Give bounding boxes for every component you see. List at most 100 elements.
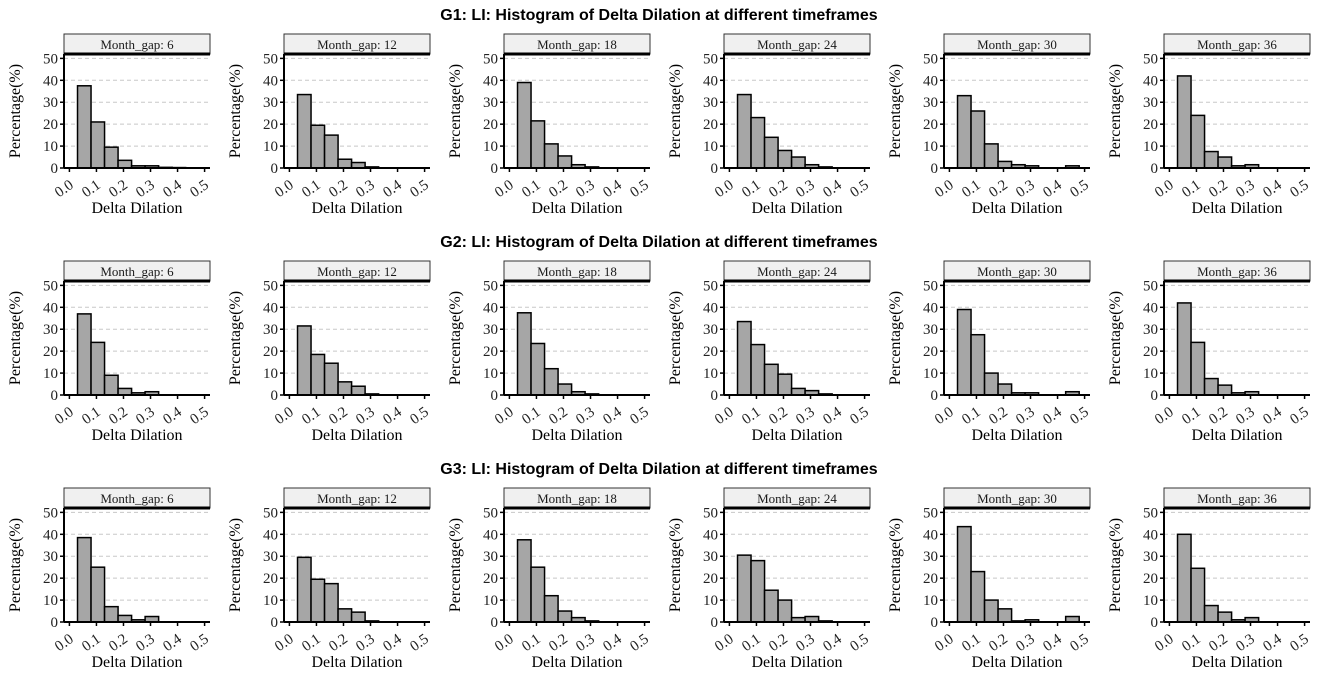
y-tick-label: 20 [1143,571,1158,587]
y-axis-title: Percentage(%) [667,291,684,385]
y-tick-label: 50 [43,51,58,67]
histogram-bar [350,611,366,623]
x-tick-label: 0.0 [492,177,517,201]
x-tick-label: 0.4 [820,404,845,428]
facet-panel: Month_gap: 36 0 10 20 30 40 50 0.0 0.1 0.2 0.3 0.4 0… [1107,33,1312,217]
x-tick-label: 0.4 [160,177,185,201]
y-tick-label: 20 [43,117,58,133]
x-tick-label: 0.2 [1206,177,1231,201]
y-tick-label: 30 [923,549,938,565]
x-tick-label: 0.1 [519,631,544,655]
y-axis-title: Percentage(%) [7,64,24,158]
x-tick-label: 0.2 [106,404,131,428]
y-tick-label: 0 [51,388,59,404]
y-tick-label: 40 [923,527,938,543]
facet-panel: Month_gap: 18 0 10 20 30 40 50 0.0 0.1 0.2 0.3 0.4 0… [447,487,652,671]
x-tick-label: 0.2 [106,177,131,201]
x-tick-label: 0.2 [106,631,131,655]
y-tick-label: 30 [703,549,718,565]
x-axis-title: Delta Dilation [751,654,842,671]
x-tick-label: 0.5 [407,631,432,655]
y-axis-title: Percentage(%) [1107,64,1124,158]
x-tick-label: 0.4 [1260,177,1285,201]
facet-strip-label: Month_gap: 18 [537,37,617,52]
row-group-3: G3: LI: Histogram of Delta Dilation at d… [7,461,1312,671]
x-tick-label: 0.3 [1013,631,1038,655]
y-tick-label: 50 [263,51,278,67]
histogram-bar [736,93,752,169]
x-tick-label: 0.2 [766,404,791,428]
histogram-bar [530,342,546,396]
x-tick-label: 0.1 [739,631,764,655]
row-group-2: G2: LI: Histogram of Delta Dilation at d… [7,234,1312,444]
x-tick-label: 0.0 [272,404,297,428]
x-tick-label: 0.3 [793,631,818,655]
y-tick-label: 20 [1143,117,1158,133]
x-tick-label: 0.3 [793,177,818,201]
histogram-bar [516,81,532,169]
histogram-bar [997,608,1013,623]
x-tick-label: 0.5 [627,631,652,655]
x-tick-label: 0.2 [1206,631,1231,655]
x-axis-title: Delta Dilation [971,427,1062,444]
histogram-bar [103,374,119,396]
y-tick-label: 50 [483,278,498,294]
y-tick-label: 50 [703,278,718,294]
y-tick-label: 50 [1143,278,1158,294]
x-tick-label: 0.0 [712,177,737,201]
y-tick-label: 40 [43,73,58,89]
y-tick-label: 20 [703,571,718,587]
y-tick-label: 40 [703,300,718,316]
histogram-bar [557,383,573,396]
y-tick-label: 50 [483,51,498,67]
y-tick-label: 40 [483,73,498,89]
histogram-bar [310,578,326,623]
y-tick-label: 10 [923,366,938,382]
y-axis-title: Percentage(%) [447,518,464,612]
y-tick-label: 40 [703,73,718,89]
facet-strip-label: Month_gap: 18 [537,491,617,506]
x-tick-label: 0.3 [1233,631,1258,655]
histogram-bar [516,312,532,396]
x-tick-label: 0.5 [1287,177,1312,201]
x-tick-label: 0.5 [847,177,872,201]
y-tick-label: 40 [1143,527,1158,543]
y-axis-title: Percentage(%) [227,291,244,385]
y-axis-title: Percentage(%) [887,291,904,385]
y-tick-label: 40 [263,73,278,89]
facet-panel: Month_gap: 12 0 10 20 30 40 50 0.0 0.1 0.2 0.3 0.4 0… [227,487,432,671]
x-tick-label: 0.4 [1040,631,1065,655]
y-tick-label: 40 [1143,300,1158,316]
y-tick-label: 30 [263,322,278,338]
x-tick-label: 0.4 [1260,631,1285,655]
x-tick-label: 0.3 [1233,177,1258,201]
y-tick-label: 50 [923,505,938,521]
histogram-bar [337,608,353,623]
facet-strip-label: Month_gap: 6 [100,37,174,52]
histogram-bar [103,605,119,623]
y-tick-label: 0 [1151,388,1159,404]
histogram-bar [763,136,779,169]
histogram-bar [1217,611,1233,623]
y-tick-label: 50 [703,51,718,67]
y-tick-label: 0 [271,388,279,404]
y-tick-label: 30 [923,95,938,111]
histogram-bar [557,610,573,623]
facet-panel: Month_gap: 30 0 10 20 30 40 50 0.0 0.1 0.2 0.3 0.4 0… [887,487,1092,671]
y-tick-label: 50 [703,505,718,521]
y-axis-title: Percentage(%) [7,518,24,612]
facet-strip-label: Month_gap: 12 [317,491,397,506]
facet-panel: Month_gap: 6 0 10 20 30 40 50 0.0 0.1 0.2 0.3 0.4 0.… [7,33,212,217]
histogram-bar [337,381,353,396]
y-tick-label: 30 [43,549,58,565]
x-tick-label: 0.5 [187,177,212,201]
x-axis-title: Delta Dilation [531,427,622,444]
x-tick-label: 0.4 [1040,404,1065,428]
facet-strip-label: Month_gap: 24 [757,37,837,52]
histogram-bar [337,158,353,169]
y-tick-label: 10 [43,366,58,382]
y-tick-label: 10 [263,593,278,609]
x-tick-label: 0.5 [627,404,652,428]
histogram-bar [956,308,972,396]
histogram-bar [997,383,1013,396]
